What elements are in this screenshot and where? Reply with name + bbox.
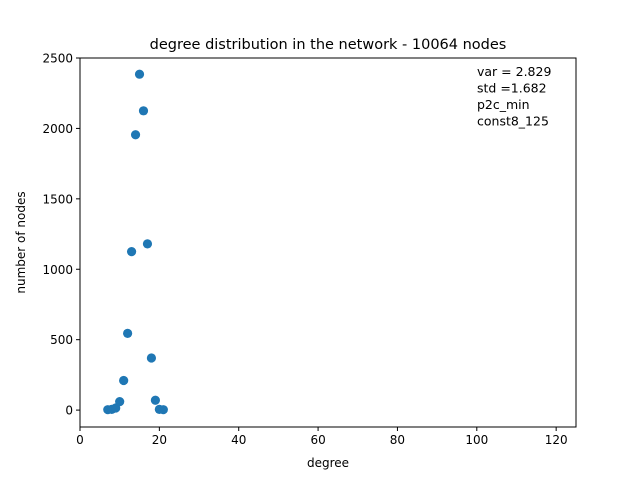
scatter-points <box>103 69 168 415</box>
y-tick-label: 2500 <box>42 52 73 66</box>
data-point-degree-10 <box>115 397 125 407</box>
x-tick-label: 80 <box>390 433 405 447</box>
x-tick-label: 60 <box>310 433 325 447</box>
x-tick-label: 0 <box>76 433 84 447</box>
annotation-line: const8_125 <box>477 114 549 129</box>
x-axis: 0 20 40 60 80 100 120 <box>76 427 568 447</box>
annotation-line: p2c_min <box>477 97 530 112</box>
data-point-degree-16 <box>138 106 149 116</box>
data-point-degree-15 <box>134 69 145 79</box>
annotation-line: std =1.682 <box>477 81 547 96</box>
data-point-degree-18 <box>146 353 157 363</box>
x-tick-label: 120 <box>545 433 568 447</box>
x-tick-label: 20 <box>152 433 167 447</box>
data-point-degree-13 <box>126 247 137 257</box>
y-axis: 0 500 1000 1500 2000 2500 <box>42 52 80 418</box>
annotation-line: var = 2.829 <box>477 64 551 79</box>
y-axis-label: number of nodes <box>14 191 28 293</box>
y-tick-label: 1000 <box>42 263 73 277</box>
data-point-degree-14 <box>130 130 141 140</box>
data-point-degree-17 <box>142 239 153 249</box>
y-tick-label: 0 <box>65 404 73 418</box>
x-tick-label: 100 <box>465 433 488 447</box>
plot-frame <box>79 57 577 428</box>
x-axis-label: degree <box>307 456 349 470</box>
data-point-degree-21 <box>158 405 168 415</box>
y-tick-label: 2000 <box>42 122 73 136</box>
data-point-degree-11 <box>119 375 129 386</box>
data-point-degree-19 <box>150 395 160 405</box>
x-tick-label: 40 <box>231 433 246 447</box>
data-point-degree-12 <box>123 328 133 338</box>
y-tick-label: 500 <box>50 333 73 347</box>
chart-title: degree distribution in the network - 100… <box>150 37 507 53</box>
y-tick-label: 1500 <box>42 192 73 206</box>
